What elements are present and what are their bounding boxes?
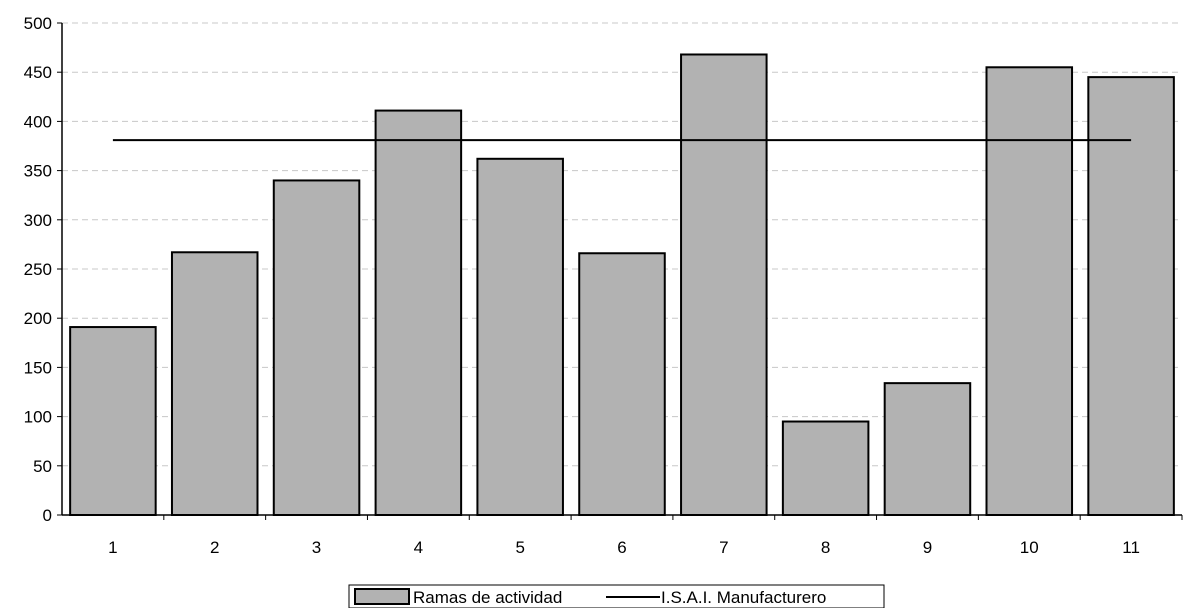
y-tick-label: 0: [43, 506, 52, 525]
axes: [57, 22, 1183, 520]
y-tick-label: 100: [24, 408, 52, 427]
bar: [883, 382, 972, 517]
bar: [170, 251, 259, 516]
x-tick-label: 6: [617, 538, 626, 557]
legend: Ramas de actividad I.S.A.I. Manufacturer…: [348, 584, 885, 609]
y-tick-label: 300: [24, 211, 52, 230]
x-tick-label: 10: [1020, 538, 1039, 557]
x-tick-label: 3: [312, 538, 321, 557]
bar: [680, 53, 768, 516]
bar: [1087, 76, 1175, 517]
bar-series: [69, 53, 1175, 517]
x-tick-label: 2: [210, 538, 219, 557]
x-tick-labels: 1 2 3 4 5 6 7 8 9 10 11: [108, 538, 1140, 557]
bar: [781, 420, 870, 516]
x-tick-label: 9: [923, 538, 932, 557]
legend-bar-swatch: [354, 588, 410, 605]
legend-bar-label: Ramas de actividad: [413, 588, 562, 607]
y-tick-label: 200: [24, 309, 52, 328]
y-tick-labels: 0 50 100 150 200 250 300 350 400 450 500: [24, 14, 52, 525]
y-tick-label: 50: [33, 457, 52, 476]
x-tick-label: 1: [108, 538, 117, 557]
y-tick-label: 500: [24, 14, 52, 33]
bar: [69, 326, 157, 516]
x-tick-label: 11: [1122, 538, 1140, 557]
bar: [374, 109, 463, 517]
bar: [272, 179, 361, 516]
bar: [476, 157, 564, 517]
y-tick-label: 250: [24, 260, 52, 279]
x-tick-label: 7: [719, 538, 728, 557]
bar: [985, 66, 1074, 516]
legend-line-label: I.S.A.I. Manufacturero: [661, 588, 826, 607]
y-tick-label: 150: [24, 358, 52, 377]
x-tick-label: 5: [515, 538, 524, 557]
y-tick-label: 400: [24, 112, 52, 131]
x-tick-label: 4: [414, 538, 423, 557]
x-tick-label: 8: [821, 538, 830, 557]
y-tick-label: 350: [24, 162, 52, 181]
y-tick-label: 450: [24, 63, 52, 82]
bar: [578, 252, 666, 516]
